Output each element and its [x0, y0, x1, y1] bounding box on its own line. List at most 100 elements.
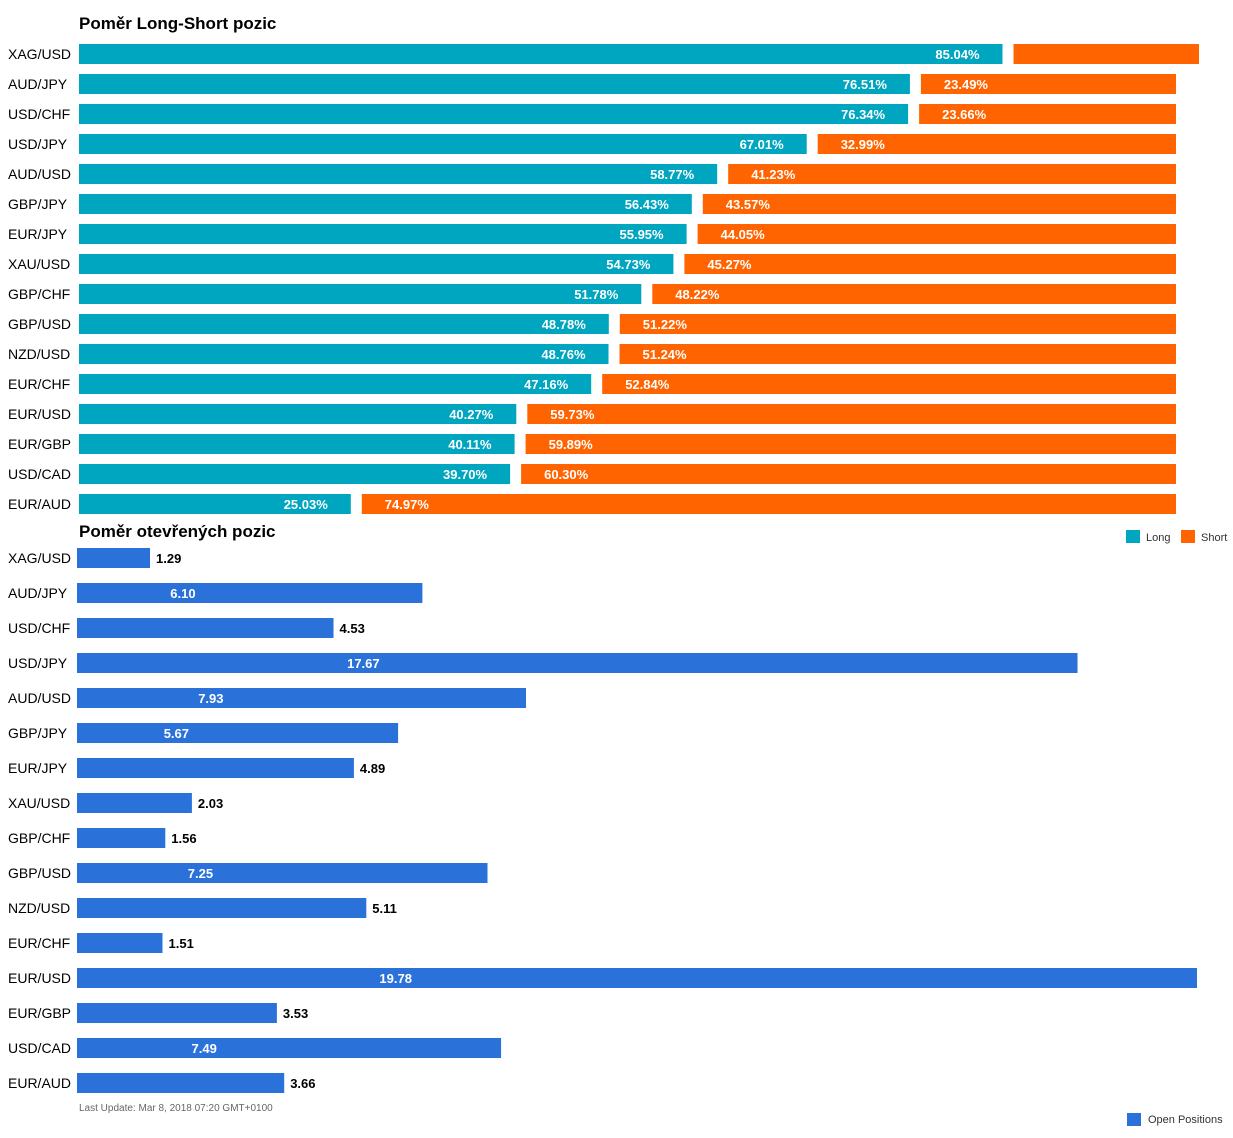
ls-category-nzd-usd: NZD/USD: [8, 346, 70, 362]
short-value-label-aud-jpy: 23.49%: [944, 77, 989, 92]
open-positions-bar-gbp-chf: [77, 828, 166, 848]
short-bar-usd-jpy: [817, 134, 1176, 154]
short-bar-eur-gbp: [525, 434, 1176, 454]
long-value-label-usd-chf: 76.34%: [841, 107, 886, 122]
open-positions-bar-nzd-usd: [77, 898, 367, 918]
long-bar-xag-usd: [79, 44, 1003, 64]
op-category-eur-jpy: EUR/JPY: [8, 760, 68, 776]
last-update-text: Last Update: Mar 8, 2018 07:20 GMT+0100: [79, 1103, 273, 1114]
ls-category-eur-usd: EUR/USD: [8, 406, 71, 422]
ls-category-eur-chf: EUR/CHF: [8, 376, 70, 392]
long-value-label-eur-jpy: 55.95%: [620, 227, 665, 242]
open-positions-value-label-eur-jpy: 4.89: [360, 761, 385, 776]
short-value-label-gbp-jpy: 43.57%: [726, 197, 771, 212]
open-positions-bar-eur-usd: [77, 968, 1197, 988]
short-value-label-usd-chf: 23.66%: [942, 107, 987, 122]
open-positions-bar-xag-usd: [77, 548, 150, 568]
ls-category-xau-usd: XAU/USD: [8, 256, 70, 272]
short-value-label-usd-jpy: 32.99%: [841, 137, 886, 152]
long-value-label-usd-cad: 39.70%: [443, 467, 488, 482]
long-bar-eur-jpy: [79, 224, 687, 244]
ls-category-eur-gbp: EUR/GBP: [8, 436, 71, 452]
short-bar-usd-chf: [919, 104, 1176, 124]
short-bar-eur-usd: [527, 404, 1176, 424]
legend-short-swatch: [1181, 530, 1195, 543]
open-positions-value-label-aud-jpy: 6.10: [170, 586, 195, 601]
long-value-label-nzd-usd: 48.76%: [541, 347, 586, 362]
op-category-usd-jpy: USD/JPY: [8, 655, 68, 671]
op-category-gbp-usd: GBP/USD: [8, 865, 71, 881]
long-value-label-xag-usd: 85.04%: [935, 47, 980, 62]
open-positions-value-label-aud-usd: 7.93: [198, 691, 223, 706]
long-bar-gbp-chf: [79, 284, 642, 304]
short-bar-usd-cad: [521, 464, 1176, 484]
long-value-label-eur-aud: 25.03%: [284, 497, 329, 512]
short-bar-xag-usd: [1013, 44, 1199, 64]
ls-category-xag-usd: XAG/USD: [8, 46, 71, 62]
short-bar-gbp-jpy: [702, 194, 1176, 214]
legend-open-positions-swatch: [1127, 1113, 1141, 1126]
open-positions-bar-xau-usd: [77, 793, 192, 813]
long-bar-eur-aud: [79, 494, 351, 514]
open-positions-bar-gbp-usd: [77, 863, 488, 883]
short-bar-gbp-usd: [619, 314, 1176, 334]
open-positions-legend: Open Positions: [1127, 1113, 1223, 1126]
op-category-xau-usd: XAU/USD: [8, 795, 70, 811]
long-short-legend: Long Short: [1126, 530, 1227, 544]
short-bar-aud-jpy: [920, 74, 1176, 94]
ls-category-gbp-usd: GBP/USD: [8, 316, 71, 332]
ls-category-eur-jpy: EUR/JPY: [8, 226, 68, 242]
op-category-eur-usd: EUR/USD: [8, 970, 71, 986]
long-value-label-gbp-jpy: 56.43%: [625, 197, 670, 212]
op-category-nzd-usd: NZD/USD: [8, 900, 70, 916]
long-bar-eur-gbp: [79, 434, 515, 454]
open-positions-value-label-eur-chf: 1.51: [169, 936, 194, 951]
short-value-label-eur-jpy: 44.05%: [721, 227, 766, 242]
long-bar-gbp-usd: [79, 314, 609, 334]
open-positions-value-label-xag-usd: 1.29: [156, 551, 181, 566]
long-value-label-xau-usd: 54.73%: [606, 257, 651, 272]
legend-open-positions-label: Open Positions: [1148, 1114, 1223, 1126]
open-positions-bar-usd-cad: [77, 1038, 502, 1058]
open-positions-bar-gbp-jpy: [77, 723, 399, 743]
open-positions-bar-aud-jpy: [77, 583, 423, 603]
op-category-usd-chf: USD/CHF: [8, 620, 70, 636]
op-category-usd-cad: USD/CAD: [8, 1040, 71, 1056]
open-positions-value-label-usd-cad: 7.49: [192, 1041, 217, 1056]
open-positions-value-label-gbp-usd: 7.25: [188, 866, 213, 881]
short-value-label-eur-gbp: 59.89%: [549, 437, 594, 452]
op-category-xag-usd: XAG/USD: [8, 550, 71, 566]
open-positions-value-label-eur-gbp: 3.53: [283, 1006, 308, 1021]
open-positions-value-label-xau-usd: 2.03: [198, 796, 223, 811]
open-positions-value-label-nzd-usd: 5.11: [372, 901, 397, 916]
legend-long-label: Long: [1146, 532, 1170, 544]
open-positions-bar-aud-usd: [77, 688, 526, 708]
ls-category-gbp-jpy: GBP/JPY: [8, 196, 68, 212]
open-positions-value-label-gbp-chf: 1.56: [171, 831, 196, 846]
open-positions-value-label-usd-chf: 4.53: [340, 621, 365, 636]
open-positions-bar-eur-chf: [77, 933, 163, 953]
short-bar-eur-aud: [361, 494, 1176, 514]
open-positions-bar-usd-jpy: [77, 653, 1078, 673]
legend-short-label: Short: [1201, 532, 1227, 544]
short-value-label-eur-chf: 52.84%: [625, 377, 670, 392]
long-value-label-aud-usd: 58.77%: [650, 167, 695, 182]
long-bar-aud-jpy: [79, 74, 910, 94]
open-positions-bar-eur-jpy: [77, 758, 354, 778]
long-bar-usd-jpy: [79, 134, 807, 154]
long-value-label-eur-usd: 40.27%: [449, 407, 494, 422]
short-value-label-xau-usd: 45.27%: [707, 257, 752, 272]
op-category-eur-gbp: EUR/GBP: [8, 1005, 71, 1021]
short-value-label-eur-aud: 74.97%: [385, 497, 430, 512]
short-bar-nzd-usd: [619, 344, 1176, 364]
long-value-label-gbp-usd: 48.78%: [542, 317, 587, 332]
short-bar-eur-chf: [602, 374, 1176, 394]
long-short-chart: XAG/USD 85.04% AUD/JPY 76.51% 23.49% USD/CHF 7…: [8, 44, 1199, 514]
long-bar-xau-usd: [79, 254, 674, 274]
legend-long-swatch: [1126, 530, 1140, 543]
long-value-label-eur-gbp: 40.11%: [448, 437, 492, 452]
open-positions-value-label-eur-aud: 3.66: [290, 1076, 315, 1091]
op-category-eur-chf: EUR/CHF: [8, 935, 70, 951]
long-short-chart-title: Poměr Long-Short pozic: [79, 14, 276, 33]
short-bar-gbp-chf: [652, 284, 1176, 304]
